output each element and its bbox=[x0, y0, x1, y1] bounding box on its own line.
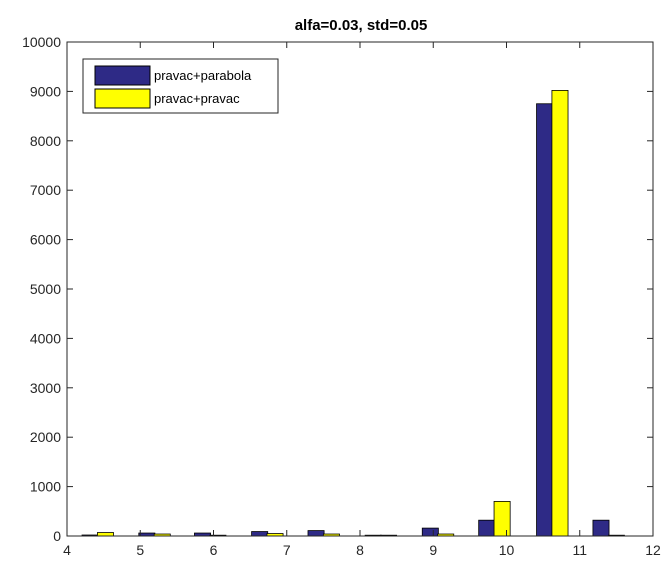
legend-swatch-pravac-pravac bbox=[94, 88, 151, 109]
legend-swatch-pravac-parabola bbox=[94, 65, 151, 86]
legend-label-pravac-pravac: pravac+pravac bbox=[154, 91, 240, 106]
y-tick-label-10: 10000 bbox=[22, 34, 61, 50]
y-tick-label-4: 4000 bbox=[30, 330, 61, 346]
y-tick-label-6: 6000 bbox=[30, 232, 61, 248]
legend: pravac+parabola pravac+pravac bbox=[82, 58, 279, 114]
x-tick-label-0: 4 bbox=[63, 542, 71, 558]
bar-series-0-6 bbox=[421, 527, 439, 537]
x-tick-label-1: 5 bbox=[136, 542, 144, 558]
y-tick-label-2: 2000 bbox=[30, 429, 61, 445]
bar-series-1-7 bbox=[493, 501, 511, 537]
bar-series-0-9 bbox=[592, 519, 610, 537]
x-tick-label-5: 9 bbox=[429, 542, 437, 558]
y-tick-label-8: 8000 bbox=[30, 133, 61, 149]
bars-group bbox=[81, 90, 625, 537]
y-tick-label-7: 7000 bbox=[30, 182, 61, 198]
bar-series-1-8 bbox=[551, 90, 569, 537]
y-tick-label-1: 1000 bbox=[30, 479, 61, 495]
bar-series-0-3 bbox=[251, 531, 269, 537]
bar-series-1-0 bbox=[97, 532, 114, 537]
y-axis: 0 1000 2000 3000 4000 5000 6000 7000 8000 9000 100… bbox=[22, 34, 653, 544]
x-tick-label-3: 7 bbox=[283, 542, 291, 558]
bar-series-0-4 bbox=[307, 530, 325, 537]
bar-series-0-7 bbox=[478, 519, 496, 537]
y-tick-label-5: 5000 bbox=[30, 281, 61, 297]
x-tick-label-8: 12 bbox=[645, 542, 661, 558]
bar-series-0-8 bbox=[536, 103, 554, 537]
y-tick-label-3: 3000 bbox=[30, 380, 61, 396]
x-tick-label-2: 6 bbox=[210, 542, 218, 558]
x-tick-label-4: 8 bbox=[356, 542, 364, 558]
x-tick-label-7: 11 bbox=[572, 542, 587, 558]
y-tick-label-9: 9000 bbox=[30, 83, 61, 99]
legend-label-pravac-parabola: pravac+parabola bbox=[154, 68, 252, 83]
chart-title: alfa=0.03, std=0.05 bbox=[295, 17, 428, 34]
x-axis: 4 5 6 7 8 9 10 11 12 bbox=[63, 42, 661, 558]
y-tick-label-0: 0 bbox=[53, 528, 61, 544]
x-tick-label-6: 10 bbox=[499, 542, 515, 558]
